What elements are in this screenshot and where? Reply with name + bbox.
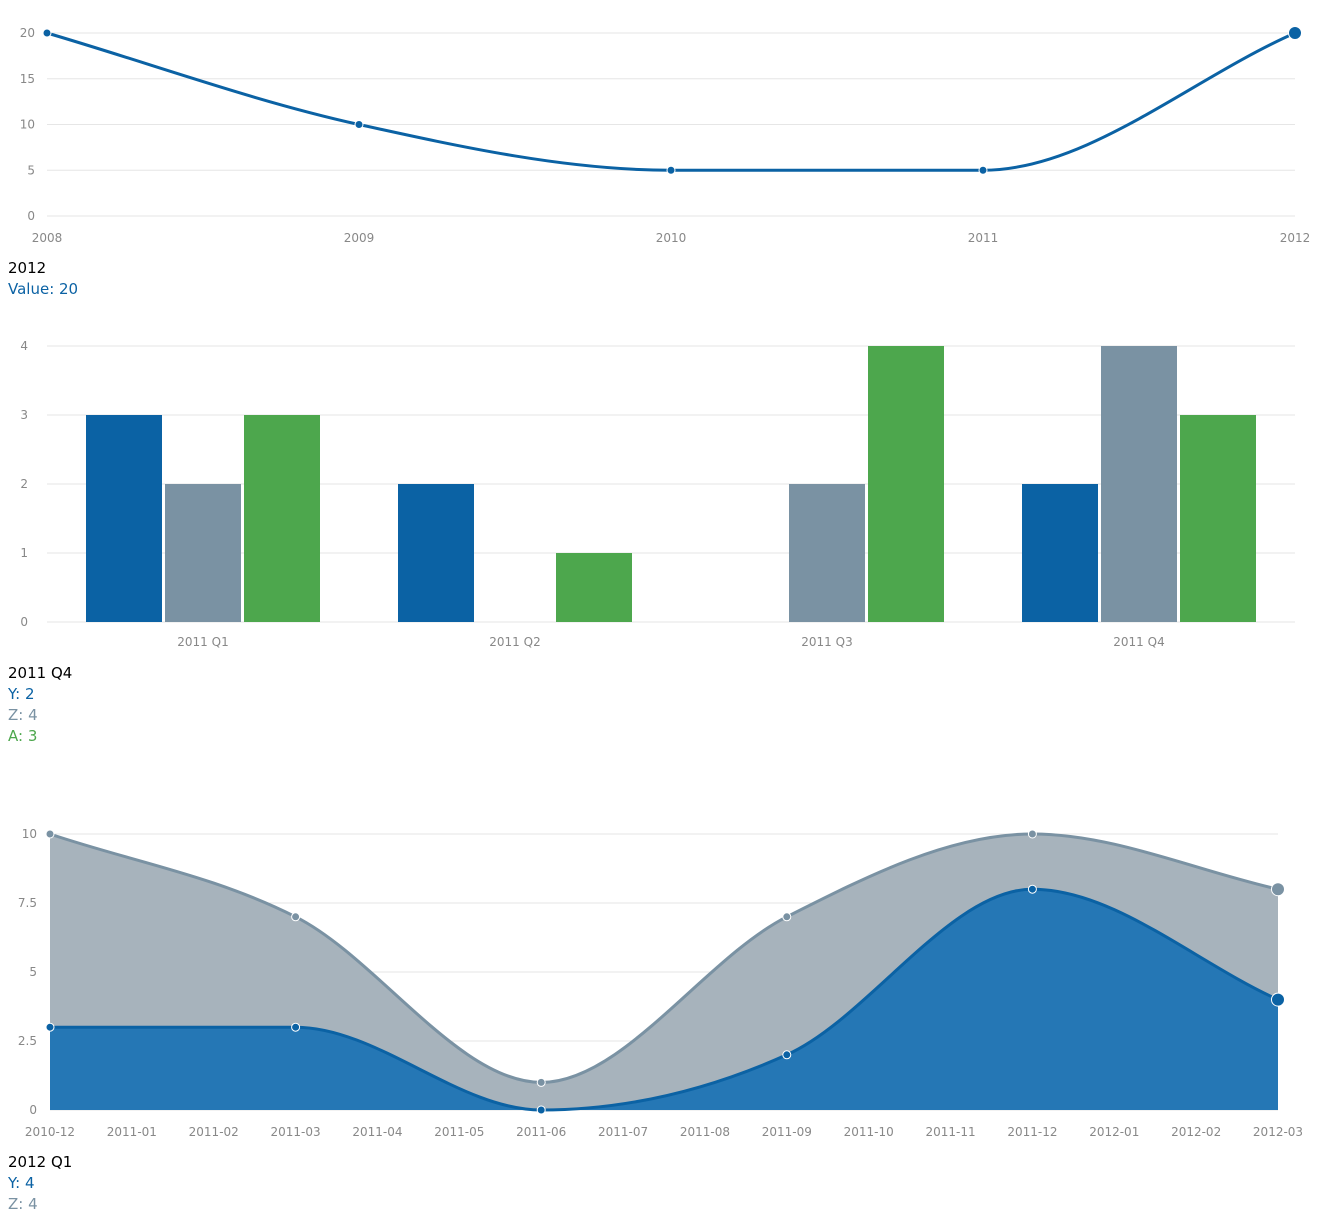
y-tick-label: 15 — [20, 72, 35, 86]
y-tick-label: 10 — [22, 827, 37, 841]
x-tick-label: 2009 — [344, 231, 375, 245]
area-hover-z: Z: 4 — [8, 1195, 38, 1213]
x-tick-label: 2011-11 — [925, 1125, 975, 1139]
area-chart-points — [45, 829, 1285, 1115]
y-tick-label: 0 — [29, 1103, 37, 1117]
bar-z — [789, 484, 865, 622]
x-tick-label: 2011-04 — [352, 1125, 402, 1139]
y-tick-label: 2 — [20, 477, 28, 491]
data-point-y — [1027, 884, 1037, 894]
bar-z — [1101, 346, 1177, 622]
bar-a — [244, 415, 320, 622]
bar-a — [1180, 415, 1256, 622]
x-tick-label: 2012 — [1280, 231, 1311, 245]
x-tick-label: 2012-03 — [1253, 1125, 1303, 1139]
x-tick-label: 2008 — [32, 231, 63, 245]
bar-chart-y-axis: 0 1 2 3 4 — [20, 339, 28, 629]
bar-hover-title: 2011 Q4 — [8, 664, 73, 682]
data-point-y — [45, 1022, 55, 1032]
bar-z — [165, 484, 241, 622]
series-line-y — [50, 887, 1279, 1112]
bar-chart-bars — [86, 346, 1256, 622]
x-tick-label: 2011-09 — [762, 1125, 812, 1139]
bar-hover-legend: 2011 Q4 Y: 2 Z: 4 A: 3 — [8, 663, 72, 747]
bar-a — [556, 553, 632, 622]
data-point-z — [1027, 829, 1037, 839]
x-tick-label: 2011 Q2 — [489, 635, 540, 649]
x-tick-label: 2011 — [968, 231, 999, 245]
bar-hover-z: Z: 4 — [8, 706, 38, 724]
bar-y — [1022, 484, 1098, 622]
area-hover-legend: 2012 Q1 Y: 4 Z: 4 — [8, 1152, 72, 1215]
y-tick-label: 5 — [27, 163, 35, 177]
data-point-z — [1271, 882, 1285, 897]
y-tick-label: 2.5 — [18, 1034, 37, 1048]
x-tick-label: 2010-12 — [25, 1125, 75, 1139]
bar-hover-a: A: 3 — [8, 727, 38, 745]
line-chart: 0 5 10 15 20 2008 2009 2010 2011 2012 — [20, 26, 1311, 245]
y-tick-label: 7.5 — [18, 896, 37, 910]
x-tick-label: 2012-01 — [1089, 1125, 1139, 1139]
area-chart-lines — [49, 832, 1279, 1112]
y-tick-label: 5 — [29, 965, 37, 979]
x-tick-label: 2011-02 — [189, 1125, 239, 1139]
y-tick-label: 3 — [20, 408, 28, 422]
x-tick-label: 2011 Q3 — [801, 635, 852, 649]
line-hover-value: Value: 20 — [8, 280, 79, 298]
x-tick-label: 2012-02 — [1171, 1125, 1221, 1139]
line-hover-title: 2012 — [8, 259, 47, 277]
area-chart: 02.557.510 2010-12 2011-01 2011-02 2011-03 2… — [18, 827, 1303, 1139]
x-tick-label: 2010 — [656, 231, 687, 245]
bar-chart-x-axis: 2011 Q1 2011 Q2 2011 Q3 2011 Q4 — [177, 635, 1164, 649]
data-point — [354, 120, 364, 129]
area-chart-x-axis: 2010-12 2011-01 2011-02 2011-03 2011-04 2011-… — [25, 1125, 1303, 1139]
data-point-y — [291, 1022, 301, 1032]
bar-chart: 0 1 2 3 4 2011 Q1 2011 Q2 2011 Q3 2011 Q4 — [20, 339, 1295, 649]
line-chart-y-axis: 0 5 10 15 20 — [20, 26, 35, 223]
x-tick-label: 2011-06 — [516, 1125, 566, 1139]
data-point-y — [1271, 992, 1285, 1007]
y-tick-label: 20 — [20, 26, 35, 40]
data-point-z — [782, 912, 792, 922]
line-chart-points — [42, 26, 1302, 175]
line-chart-x-axis: 2008 2009 2010 2011 2012 — [32, 231, 1311, 245]
data-point — [42, 28, 52, 38]
data-point-z — [291, 912, 301, 922]
bar-a — [868, 346, 944, 622]
area-hover-title: 2012 Q1 — [8, 1153, 73, 1171]
data-point — [666, 165, 676, 175]
x-tick-label: 2011-01 — [107, 1125, 157, 1139]
series-line-z — [49, 832, 1279, 1084]
x-tick-label: 2011 Q4 — [1113, 635, 1164, 649]
y-tick-label: 0 — [20, 615, 28, 629]
data-point — [978, 165, 988, 175]
x-tick-label: 2011 Q1 — [177, 635, 228, 649]
y-tick-label: 4 — [20, 339, 28, 353]
area-chart-y-axis: 0 2.5 5 7.5 10 — [18, 827, 37, 1117]
line-hover-legend: 2012 Value: 20 — [8, 258, 78, 300]
data-point-z — [45, 829, 55, 839]
x-tick-label: 2011-07 — [598, 1125, 648, 1139]
line-chart-grid — [47, 32, 1295, 217]
bar-y — [398, 484, 474, 622]
line-chart-series — [46, 31, 1296, 172]
area-hover-y: Y: 4 — [8, 1174, 35, 1192]
bar-y — [86, 415, 162, 622]
bar-hover-y: Y: 2 — [8, 685, 35, 703]
y-tick-label: 1 — [20, 546, 28, 560]
x-tick-label: 2011-08 — [680, 1125, 730, 1139]
data-point — [1288, 26, 1302, 40]
y-tick-label: 10 — [20, 118, 35, 132]
data-point-y — [782, 1050, 792, 1060]
data-point-y — [536, 1105, 546, 1115]
y-tick-label: 0 — [27, 209, 35, 223]
x-tick-label: 2011-05 — [434, 1125, 484, 1139]
area-fill-y — [50, 889, 1278, 1110]
series-line-value — [46, 31, 1296, 172]
x-tick-label: 2011-10 — [844, 1125, 894, 1139]
x-tick-label: 2011-12 — [1007, 1125, 1057, 1139]
data-point-z — [536, 1077, 546, 1087]
x-tick-label: 2011-03 — [271, 1125, 321, 1139]
